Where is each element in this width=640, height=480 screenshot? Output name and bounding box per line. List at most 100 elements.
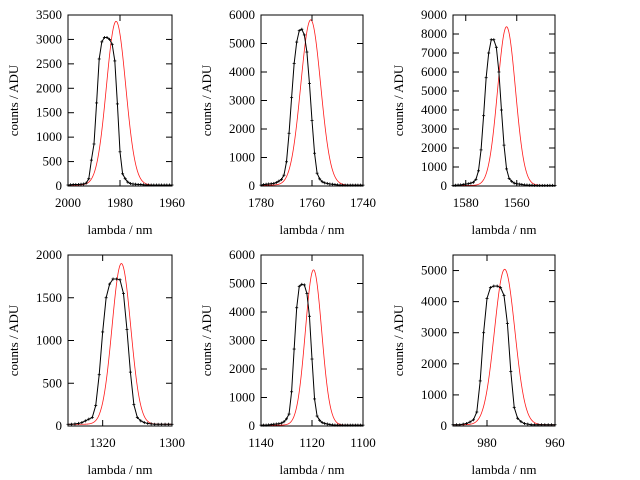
data-point bbox=[108, 282, 112, 286]
subplot-4: 0 500 1000 1500 2000 1320 1300 lambda / nm count… bbox=[6, 247, 185, 477]
data-point bbox=[519, 420, 523, 424]
fit-curve bbox=[453, 268, 555, 426]
subplot-2: 0 1000 2000 3000 4000 5000 6000 1780 1760 1740 lam… bbox=[199, 7, 376, 237]
data-point bbox=[108, 37, 112, 41]
fit-curve bbox=[68, 20, 172, 186]
data-line bbox=[452, 39, 555, 186]
y-tick-label: 1000 bbox=[229, 390, 255, 405]
y-tick-label: 0 bbox=[249, 418, 256, 433]
data-point bbox=[522, 422, 526, 426]
data-point bbox=[313, 397, 317, 401]
data-point bbox=[121, 291, 125, 295]
y-tick-label: 1500 bbox=[36, 105, 62, 120]
data-point bbox=[290, 96, 294, 100]
data-point bbox=[105, 35, 109, 39]
data-point bbox=[516, 416, 520, 420]
plot-frame bbox=[452, 14, 556, 187]
data-point bbox=[84, 181, 88, 185]
data-line bbox=[453, 285, 555, 426]
y-tick-label: 4000 bbox=[229, 304, 255, 319]
data-point bbox=[512, 181, 516, 185]
data-point bbox=[482, 331, 486, 335]
data-point bbox=[287, 412, 291, 416]
data-point bbox=[272, 422, 276, 426]
data-point bbox=[290, 390, 294, 394]
data-point bbox=[302, 33, 306, 37]
data-point bbox=[510, 179, 514, 183]
plot-frame bbox=[67, 14, 173, 187]
x-tick-label: 1320 bbox=[90, 435, 116, 450]
y-tick-label: 6000 bbox=[421, 64, 447, 79]
data-point bbox=[474, 177, 478, 181]
y-tick-label: 3000 bbox=[229, 93, 255, 108]
x-tick-label: 1580 bbox=[453, 195, 479, 210]
x-tick-label: 1300 bbox=[159, 435, 185, 450]
data-point bbox=[469, 181, 473, 185]
y-tick-label: 6000 bbox=[229, 247, 255, 262]
y-tick-label: 0 bbox=[441, 178, 448, 193]
y-axis-label: counts / ADU bbox=[199, 304, 214, 376]
data-point bbox=[307, 314, 311, 318]
data-point bbox=[328, 182, 332, 186]
data-point bbox=[125, 327, 129, 331]
data-point bbox=[300, 27, 304, 31]
data-point bbox=[297, 29, 301, 33]
data-point bbox=[94, 403, 98, 407]
data-point bbox=[126, 180, 130, 184]
data-point bbox=[320, 421, 324, 425]
data-point bbox=[285, 160, 288, 164]
data-line bbox=[67, 36, 172, 186]
y-tick-label: 0 bbox=[56, 418, 63, 433]
data-point bbox=[115, 277, 119, 281]
data-point bbox=[102, 35, 106, 39]
data-point bbox=[287, 131, 291, 135]
y-axis-label: counts / ADU bbox=[391, 304, 406, 376]
data-point bbox=[292, 61, 296, 65]
data-point bbox=[517, 182, 521, 186]
y-tick-label: 3000 bbox=[421, 325, 447, 340]
y-tick-label: 2000 bbox=[229, 361, 255, 376]
x-tick-label: 1760 bbox=[299, 195, 325, 210]
data-point bbox=[76, 421, 80, 425]
data-point bbox=[110, 42, 114, 46]
data-point bbox=[282, 420, 286, 424]
y-tick-label: 2000 bbox=[229, 121, 255, 136]
fit-curve bbox=[453, 26, 555, 186]
data-point bbox=[292, 347, 296, 351]
data-point bbox=[499, 108, 503, 112]
data-point bbox=[461, 422, 465, 426]
x-tick-label: 980 bbox=[477, 435, 497, 450]
data-point bbox=[461, 182, 465, 186]
data-point bbox=[90, 415, 94, 419]
data-point bbox=[494, 45, 498, 49]
data-point bbox=[302, 283, 306, 287]
data-point bbox=[485, 297, 489, 301]
plot-frame bbox=[452, 254, 556, 427]
data-point bbox=[128, 370, 132, 374]
data-point bbox=[475, 410, 479, 414]
data-point bbox=[487, 51, 491, 55]
data-point bbox=[471, 180, 475, 184]
data-point bbox=[477, 169, 480, 173]
data-point bbox=[471, 418, 475, 422]
data-point bbox=[83, 419, 87, 423]
data-point bbox=[320, 180, 324, 184]
data-point bbox=[305, 291, 309, 295]
data-point bbox=[264, 182, 268, 186]
data-line bbox=[68, 278, 172, 425]
data-point bbox=[277, 422, 281, 426]
data-point bbox=[111, 277, 115, 281]
data-point bbox=[478, 379, 482, 383]
data-point bbox=[279, 177, 283, 181]
data-point bbox=[118, 278, 122, 282]
y-tick-label: 6000 bbox=[229, 7, 255, 22]
data-point bbox=[310, 118, 314, 122]
fit-curve bbox=[68, 263, 172, 425]
data-point bbox=[305, 50, 309, 54]
data-line bbox=[260, 28, 363, 186]
data-point bbox=[97, 373, 101, 377]
y-tick-label: 4000 bbox=[421, 102, 447, 117]
y-tick-label: 5000 bbox=[421, 83, 447, 98]
x-tick-label: 1780 bbox=[248, 195, 274, 210]
data-point bbox=[325, 181, 329, 185]
